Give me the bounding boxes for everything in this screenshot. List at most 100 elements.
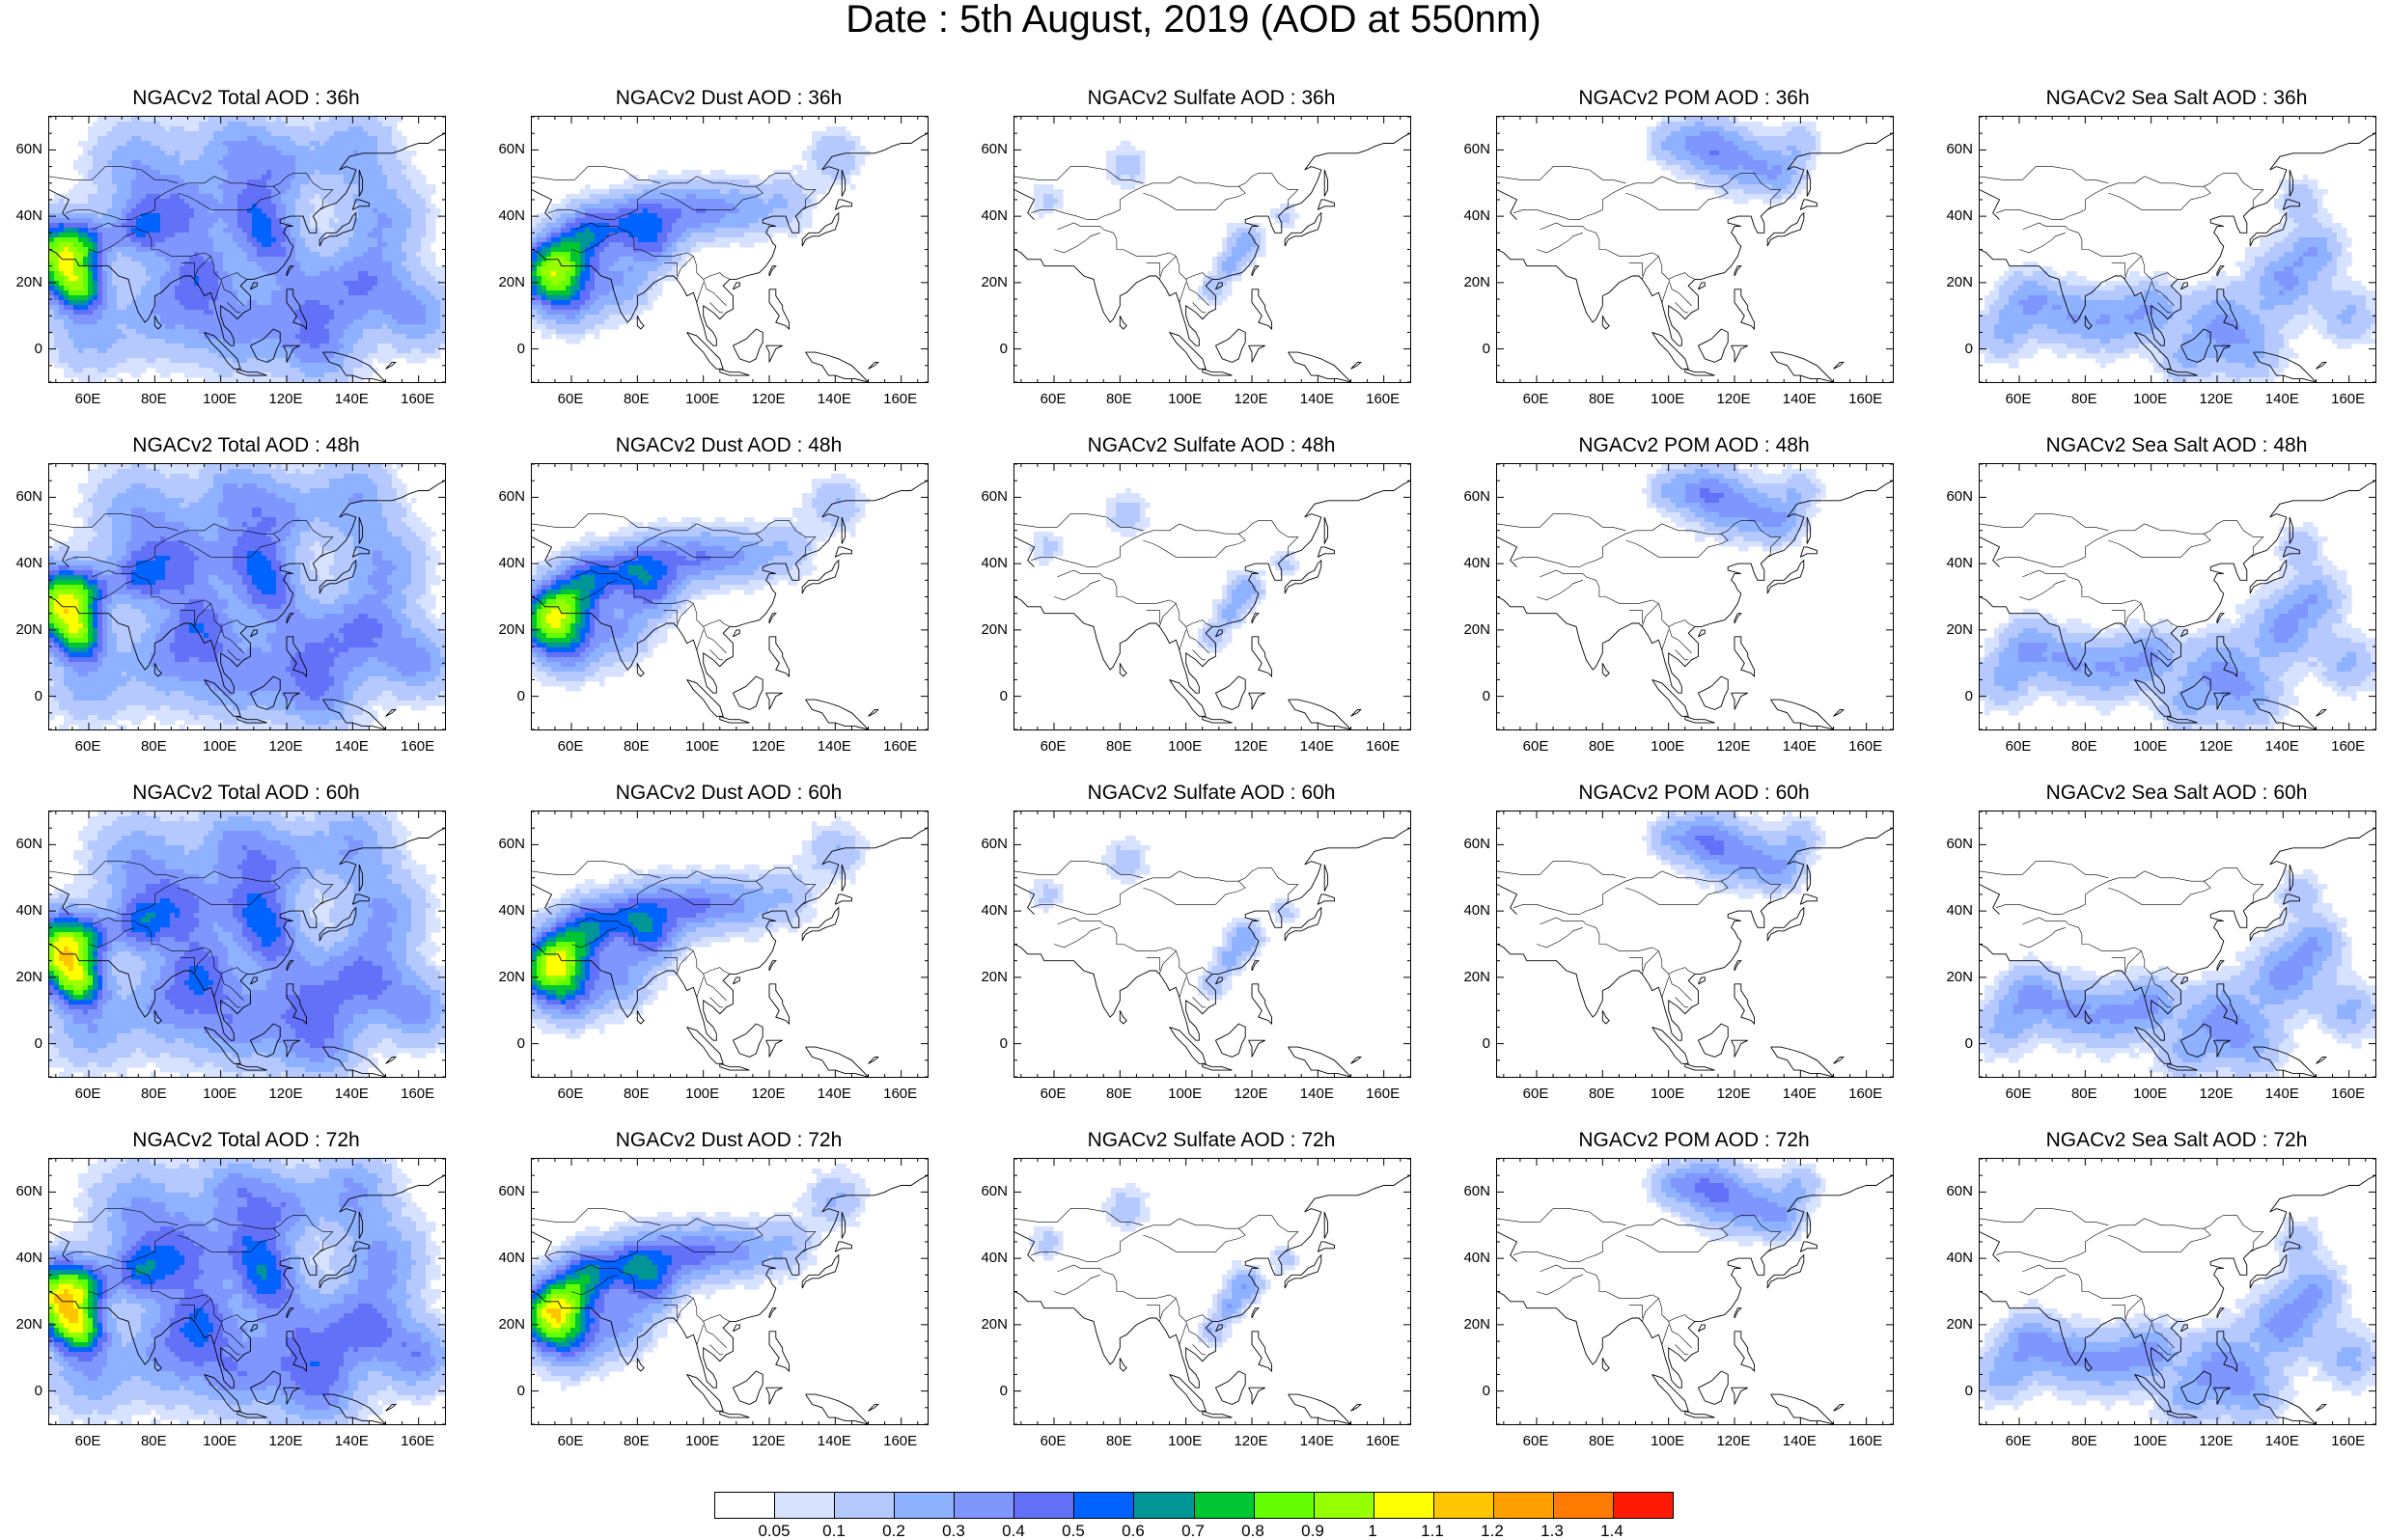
coastline: [2289, 864, 2294, 892]
coastline: [2316, 708, 2327, 717]
coastline: [1350, 1056, 1362, 1064]
colorbar-box: [1374, 1493, 1434, 1518]
map-plot-area: [531, 463, 929, 730]
coastline: [2289, 169, 2294, 197]
colorbar-label: 1: [1348, 1523, 1397, 1539]
coastline: [1214, 1023, 1246, 1058]
colorbar-label: 0.3: [930, 1523, 978, 1539]
coastline: [532, 827, 928, 1041]
coastline: [1014, 1231, 1036, 1262]
country-border: [1675, 302, 1689, 314]
country-border: [273, 867, 334, 905]
country-border: [1668, 279, 1692, 307]
coastline: [1497, 827, 1893, 1041]
coastline: [153, 1010, 162, 1025]
lon-tick-label: 60E: [1029, 1434, 1077, 1448]
country-border: [194, 256, 211, 280]
coastline: [801, 211, 840, 247]
coastline: [1014, 884, 1036, 915]
lon-tick-label: 120E: [1709, 739, 1758, 754]
country-border: [1185, 279, 1209, 307]
panel-title: NGACv2 Dust AOD : 60h: [507, 782, 951, 805]
map-plot-area: [48, 116, 446, 383]
country-border: [1628, 957, 1643, 971]
country-border: [273, 520, 334, 558]
country-border: [1146, 1305, 1160, 1318]
country-border: [2124, 603, 2142, 627]
coastline: [286, 960, 294, 972]
lat-tick-label: 20N: [1932, 622, 1973, 637]
country-border: [1238, 867, 1299, 905]
map-plot-area: [531, 116, 929, 383]
coastline: [1214, 675, 1246, 710]
lon-tick-label: 140E: [2258, 392, 2306, 406]
coastline: [532, 536, 553, 567]
coastline: [636, 663, 645, 677]
lon-tick-label: 80E: [612, 1434, 660, 1448]
coastline: [1251, 1331, 1272, 1373]
lon-tick-label: 120E: [1709, 1434, 1758, 1448]
coastline: [768, 1307, 777, 1319]
lon-tick-label: 100E: [679, 1086, 727, 1101]
lat-tick-label: 60N: [1932, 837, 1973, 851]
country-border: [2144, 976, 2151, 998]
map-panel: NGACv2 Dust AOD : 36h 60N 40N 20N 0 60E 80E 100…: [483, 87, 956, 415]
lon-tick-label: 60E: [1994, 1434, 2042, 1448]
lon-tick-label: 80E: [1577, 392, 1625, 406]
coastline: [1350, 708, 1362, 717]
colorbar-label: 1.1: [1408, 1523, 1457, 1539]
coastline: [732, 976, 740, 985]
coastline: [805, 1393, 870, 1424]
coastline: [686, 678, 724, 717]
coastline: [636, 1358, 645, 1372]
country-border: [88, 580, 135, 601]
lat-tick-label: 40N: [2, 1251, 42, 1265]
coastline: [636, 316, 645, 330]
coastline: [358, 516, 364, 544]
coastline: [1014, 827, 1410, 1041]
country-border: [574, 1264, 694, 1299]
lon-tick-label: 120E: [744, 1086, 792, 1101]
map-panel: NGACv2 Total AOD : 60h 60N 40N 20N 0 60E 80E 10…: [0, 782, 473, 1110]
country-border: [1661, 976, 1669, 998]
lat-tick-label: 40N: [2, 903, 42, 918]
coastline: [2253, 351, 2318, 382]
lon-tick-label: 160E: [2324, 1086, 2373, 1101]
lon-tick-label: 80E: [612, 392, 660, 406]
country-border: [1980, 1208, 2109, 1226]
map-plot-area: [48, 463, 446, 730]
country-border: [1159, 603, 1177, 627]
coastline: [2282, 199, 2300, 210]
country-border: [663, 957, 678, 971]
country-border: [49, 861, 179, 879]
country-border: [1176, 950, 1213, 975]
lat-tick-label: 60N: [2, 142, 42, 156]
country-border: [1668, 974, 1692, 1002]
country-border: [1721, 173, 1782, 210]
lon-tick-label: 140E: [810, 1434, 858, 1448]
coastline: [2249, 211, 2288, 247]
lon-tick-label: 60E: [64, 1086, 112, 1101]
coastline: [1251, 1307, 1260, 1319]
coastline: [686, 1026, 724, 1064]
lat-tick-label: 60N: [967, 489, 1008, 504]
lon-tick-label: 100E: [1644, 739, 1692, 754]
country-border: [1661, 629, 1669, 650]
coastline: [1497, 480, 1893, 694]
country-border: [213, 976, 221, 998]
lon-tick-label: 120E: [262, 1086, 310, 1101]
lon-tick-label: 140E: [327, 392, 375, 406]
lat-tick-label: 60N: [2, 489, 42, 504]
lon-tick-label: 100E: [1161, 392, 1209, 406]
colorbar-label: 0.2: [870, 1523, 918, 1539]
coastline: [358, 864, 364, 892]
coastline: [1766, 906, 1805, 942]
country-border: [1031, 176, 1246, 220]
country-border: [1540, 222, 1659, 257]
map-panel: NGACv2 Sulfate AOD : 48h 60N 40N 20N 0 60E 80E…: [965, 434, 1438, 762]
coastline: [834, 546, 852, 558]
lon-tick-label: 80E: [2060, 392, 2108, 406]
lon-tick-label: 120E: [744, 392, 792, 406]
country-border: [1053, 233, 1100, 254]
country-border: [677, 256, 694, 280]
